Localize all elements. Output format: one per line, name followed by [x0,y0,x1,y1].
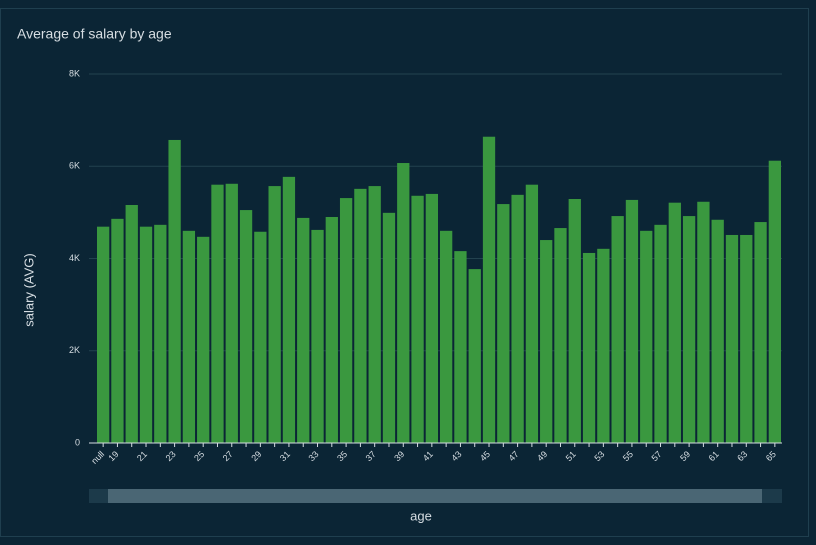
bar [454,251,467,443]
bar [339,198,353,443]
scrollbar-thumb[interactable] [108,489,762,503]
bar [411,195,424,443]
bar [311,229,324,443]
bar [354,188,367,443]
bar [768,160,781,443]
bar [682,216,696,443]
bar [368,186,381,444]
bar [711,219,724,443]
bar [654,224,667,443]
bar [197,236,210,443]
bar [740,234,753,443]
y-axis-label: salary (AVG) [21,253,36,326]
bar [254,231,267,443]
y-tick-label: 4K [69,253,80,263]
bar [97,226,110,443]
bar [497,204,510,443]
bar [525,184,539,443]
bar [382,212,396,443]
bar [540,240,553,443]
bar [168,139,181,444]
bar [640,230,653,443]
bar [725,234,739,443]
bar [225,183,238,443]
y-tick-label: 2K [69,345,80,355]
bar [754,222,767,443]
bar [182,230,196,443]
bar [111,218,124,443]
y-tick-label: 6K [69,161,80,171]
bar [668,202,681,443]
bar [625,199,639,443]
x-axis-label: age [410,508,432,523]
y-tick-label: 8K [69,68,80,78]
bar [139,226,153,443]
bar [440,230,453,443]
bar [397,163,410,444]
bar [468,269,481,443]
bar [268,186,281,444]
bar [568,198,581,443]
chart-title: Average of salary by age [17,26,172,42]
bar [239,210,253,443]
bar [511,194,524,443]
y-tick-label: 0 [75,437,80,447]
bar [554,228,567,443]
bar [482,136,496,444]
bar [325,216,338,443]
bar [154,224,167,443]
bar [611,216,624,443]
bar [297,217,310,443]
bar [582,252,596,443]
bar [597,248,610,443]
bar [125,204,138,443]
bar [697,201,710,443]
bar [282,176,296,443]
bar [425,193,438,443]
bar [211,184,224,443]
